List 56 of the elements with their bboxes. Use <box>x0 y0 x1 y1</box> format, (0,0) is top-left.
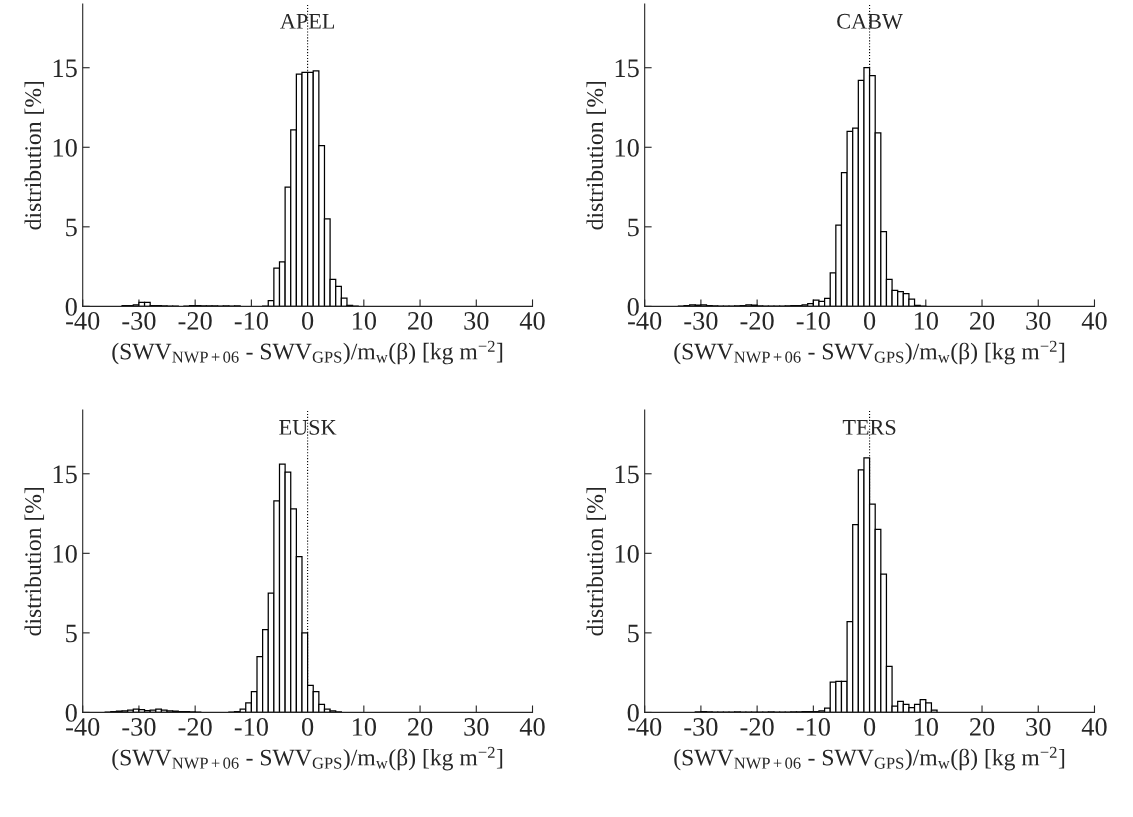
y-tick-label: 5 <box>66 624 77 643</box>
x-tick-label: 10 <box>352 718 377 736</box>
x-tick-label: 10 <box>352 312 377 330</box>
x-tick-label: 40 <box>1081 312 1107 330</box>
chart-title: APEL <box>280 13 335 29</box>
x-tick-label: 40 <box>1081 718 1107 736</box>
y-axis-title: distribution [%] <box>24 81 45 230</box>
x-tick-label: -20 <box>740 312 774 330</box>
x-tick-label: 30 <box>1026 312 1051 330</box>
x-tick-label: -20 <box>740 718 774 736</box>
x-tick-label: 10 <box>914 718 938 736</box>
x-tick-label: 20 <box>969 312 995 330</box>
y-tick-label: 5 <box>628 624 639 643</box>
y-axis-title: distribution [%] <box>586 81 606 230</box>
y-tick-label: 15 <box>615 59 639 78</box>
x-tick-label: 30 <box>464 718 489 736</box>
chart-title: CABW <box>837 13 903 29</box>
y-tick-label: 15 <box>53 465 77 484</box>
y-tick-label: 5 <box>628 218 639 237</box>
x-tick-label: 0 <box>302 718 314 736</box>
x-tick-label: -30 <box>122 312 156 330</box>
x-tick-label: -10 <box>796 312 830 330</box>
x-tick-label: 40 <box>519 312 545 330</box>
y-tick-label: 10 <box>53 138 77 157</box>
y-axis-title: distribution [%] <box>24 487 45 636</box>
y-tick-label: 10 <box>615 138 639 157</box>
x-tick-label: -30 <box>684 718 718 736</box>
x-tick-label: -30 <box>684 312 718 330</box>
x-tick-label: 10 <box>914 312 938 330</box>
x-tick-label: 40 <box>519 718 545 736</box>
x-tick-label: 20 <box>408 718 433 736</box>
x-tick-label: -20 <box>178 312 212 330</box>
x-tick-label: -30 <box>122 718 156 736</box>
y-tick-label: 15 <box>615 465 639 484</box>
text: (SWV$_{NWP+06}$ - SWV$_{GPS}$)/m$_{w}$(β) [kg m$^{−2}$] <box>674 340 1065 365</box>
y-tick-label: 5 <box>66 218 77 237</box>
x-tick-label: 0 <box>302 312 314 330</box>
text: (SWV$_{NWP+06}$ - SWV$_{GPS}$)/m$_{w}$(β) [kg m$^{−2}$] <box>674 746 1065 771</box>
x-tick-label: 20 <box>408 312 433 330</box>
x-tick-label: 0 <box>863 718 876 736</box>
x-tick-label: -10 <box>234 312 268 330</box>
x-tick-label: 30 <box>1026 718 1051 736</box>
x-tick-label: -10 <box>796 718 830 736</box>
chart-title: EUSK <box>279 419 337 435</box>
chart-title: TERS <box>842 419 896 435</box>
x-tick-label: 20 <box>969 718 995 736</box>
x-tick-label: -10 <box>234 718 268 736</box>
text: (SWV$_{NWP+06}$ - SWV$_{GPS}$)/m$_{w}$(β) [kg m$^{−2}$] <box>112 746 503 771</box>
y-axis-title: distribution [%] <box>586 487 606 636</box>
y-tick-label: 10 <box>615 544 639 563</box>
x-tick-label: -20 <box>178 718 212 736</box>
x-tick-label: 0 <box>863 312 876 330</box>
x-tick-label: 30 <box>464 312 489 330</box>
y-tick-label: 15 <box>53 59 77 78</box>
y-tick-label: 10 <box>53 544 77 563</box>
text: (SWV$_{NWP+06}$ - SWV$_{GPS}$)/m$_{w}$(β) [kg m$^{−2}$] <box>112 340 503 365</box>
